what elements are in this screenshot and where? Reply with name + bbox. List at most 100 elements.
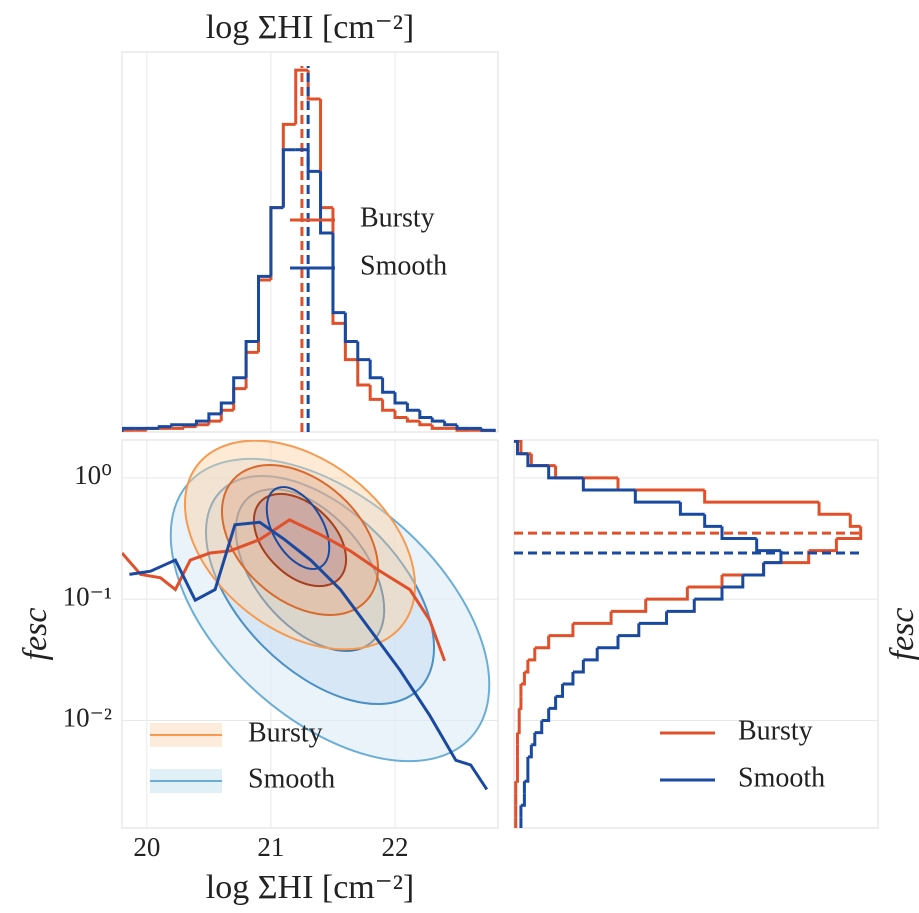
hist-step: [666, 599, 696, 613]
hist-step: [583, 647, 599, 662]
hist-step: [519, 817, 523, 828]
x-axis-label: log ΣHI [cm⁻²]: [206, 869, 414, 906]
hist-step: [219, 401, 234, 414]
hist-step: [722, 575, 745, 589]
hist-step: [418, 421, 433, 427]
hist-step: [848, 514, 861, 528]
hist-step: [763, 550, 783, 565]
y-tick-label: 10⁻²: [63, 703, 112, 733]
hist-step: [257, 274, 271, 342]
hist-step: [170, 423, 185, 427]
hist-step: [541, 708, 551, 722]
marks: Bursty Smooth Bursty Smooth Bursty Smooth: [122, 66, 863, 828]
hist-step: [207, 419, 222, 425]
hist-step: [597, 635, 620, 650]
y-tick-label: 10⁻¹: [63, 581, 112, 611]
hist-step: [678, 502, 705, 516]
bursty-contour: [183, 440, 417, 651]
hist-step: [405, 403, 420, 412]
hist-step: [157, 425, 172, 429]
hist-step: [534, 635, 551, 650]
hist-step: [645, 586, 689, 601]
legend-label: Smooth: [248, 763, 335, 794]
hist-step: [526, 453, 549, 468]
hist-step: [393, 392, 408, 405]
hist-step: [742, 562, 766, 577]
hist-step: [294, 68, 309, 125]
top-panel: [121, 51, 499, 433]
legend-label: Bursty: [360, 202, 435, 233]
hist-step: [232, 376, 247, 404]
hist-step: [244, 340, 259, 378]
hist-step: [817, 502, 851, 516]
legend-label: Smooth: [360, 250, 447, 281]
hist-step: [515, 769, 519, 783]
hist-step: [514, 440, 528, 456]
hist-step: [269, 206, 284, 277]
hist-step: [524, 769, 530, 783]
hist-step: [562, 671, 575, 686]
median-curve: [122, 518, 447, 662]
right-histogram: [514, 440, 863, 828]
hist-step: [520, 793, 526, 807]
hist-step: [430, 424, 445, 430]
hist-step: [581, 477, 636, 492]
hist-step: [393, 410, 408, 420]
legend-label: Bursty: [248, 717, 323, 748]
y-axis-label: fesc: [17, 608, 54, 661]
hist-step: [455, 424, 470, 430]
x-tick-label: 22: [382, 832, 409, 862]
hist-step: [194, 419, 209, 425]
hist-step: [443, 421, 458, 427]
contours: [169, 440, 491, 763]
hist-step: [524, 659, 530, 674]
x-tick-label: 21: [257, 832, 284, 862]
smooth-contour: [204, 474, 436, 706]
hist-step: [381, 399, 396, 412]
right-y-axis-label: fesc: [884, 608, 919, 661]
smooth-contour: [265, 486, 331, 570]
hist-step: [808, 538, 838, 553]
right-panel: [513, 439, 879, 829]
hist-step: [122, 428, 135, 432]
median-curve: [129, 520, 489, 791]
hist-step: [368, 359, 383, 380]
hist-step: [207, 412, 222, 422]
hist-step: [703, 514, 722, 528]
hist-step: [514, 817, 518, 828]
hist-step: [694, 586, 724, 601]
hist-step: [381, 377, 396, 394]
hist-step: [611, 599, 648, 613]
hist-step: [480, 428, 496, 432]
hist-step: [517, 720, 521, 735]
top-histogram: [122, 66, 496, 432]
hist-step: [356, 359, 371, 387]
bursty-contour: [252, 492, 348, 588]
hist-step: [527, 744, 533, 759]
hist-step: [527, 647, 537, 662]
hist-step: [182, 425, 197, 429]
hist-step: [281, 148, 296, 208]
hist-step: [703, 489, 820, 504]
hist-step: [572, 659, 585, 674]
hist-step: [418, 410, 433, 420]
hist-step: [548, 623, 575, 638]
hist-step: [343, 312, 358, 344]
y-tick-label: 10⁰: [74, 460, 112, 490]
top-title: log ΣHI [cm⁻²]: [206, 9, 414, 46]
hist-step: [520, 671, 526, 686]
hist-step: [555, 683, 565, 698]
hist-step: [572, 611, 613, 625]
legend-label: Smooth: [738, 762, 825, 793]
hist-step: [548, 696, 558, 710]
hist-step: [531, 732, 537, 747]
hist-step: [720, 526, 757, 541]
legend-label: Bursty: [738, 715, 813, 746]
hist-step: [122, 426, 135, 432]
hist-step: [638, 611, 669, 625]
hist-step: [755, 538, 781, 553]
hist-step: [519, 696, 523, 710]
main-lines: [122, 518, 489, 791]
hist-step: [534, 720, 544, 735]
